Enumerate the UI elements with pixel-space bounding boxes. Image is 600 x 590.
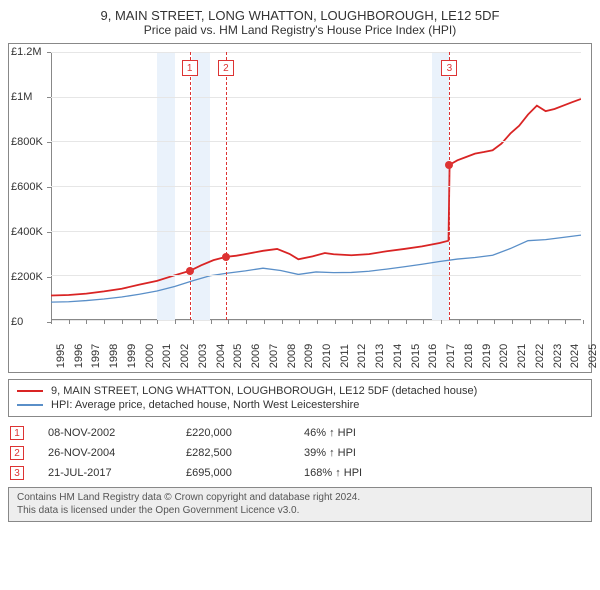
x-tick-label: 1996 [73, 344, 85, 368]
x-tick-label: 2010 [321, 344, 333, 368]
sale-vline [449, 52, 450, 320]
x-tick-label: 2023 [552, 344, 564, 368]
sale-point [222, 253, 230, 261]
x-tick-label: 2017 [445, 344, 457, 368]
x-tick-label: 2015 [410, 344, 422, 368]
page-subtitle: Price paid vs. HM Land Registry's House … [8, 23, 592, 37]
footer-line-1: Contains HM Land Registry data © Crown c… [17, 492, 583, 505]
sale-row: 1 08-NOV-2002 £220,000 46% ↑ HPI [8, 423, 592, 443]
legend-label: HPI: Average price, detached house, Nort… [51, 399, 359, 411]
y-tick-label: £0 [11, 316, 23, 328]
sale-marker: 1 [182, 60, 198, 76]
plot-area: 1 2 3 [51, 52, 581, 320]
x-tick-label: 2006 [250, 344, 262, 368]
sale-row-pct: 46% ↑ HPI [304, 427, 356, 439]
y-tick-label: £200K [11, 271, 43, 283]
x-tick-label: 2025 [587, 344, 599, 368]
legend-swatch [17, 390, 43, 392]
x-tick-label: 2012 [356, 344, 368, 368]
y-tick-label: £400K [11, 226, 43, 238]
sales-table: 1 08-NOV-2002 £220,000 46% ↑ HPI 2 26-NOV-200… [8, 423, 592, 483]
x-tick-label: 2003 [197, 344, 209, 368]
sale-row-pct: 39% ↑ HPI [304, 447, 356, 459]
sale-marker: 3 [441, 60, 457, 76]
legend-label: 9, MAIN STREET, LONG WHATTON, LOUGHBOROU… [51, 385, 477, 397]
sale-row-price: £695,000 [186, 467, 286, 479]
sale-row-price: £282,500 [186, 447, 286, 459]
footer: Contains HM Land Registry data © Crown c… [8, 487, 592, 522]
series-hpi [51, 235, 581, 302]
chart-container: 1 2 3 £0 £200K £400K £600K £800K £1M £1.2M 1995 19… [8, 43, 592, 373]
x-tick-label: 2007 [268, 344, 280, 368]
sale-row-date: 21-JUL-2017 [48, 467, 168, 479]
sale-row-marker: 1 [10, 426, 24, 440]
y-tick-label: £600K [11, 181, 43, 193]
sale-vline [190, 52, 191, 320]
sale-row-date: 26-NOV-2004 [48, 447, 168, 459]
sale-row-marker: 3 [10, 466, 24, 480]
y-tick-label: £1.2M [11, 46, 42, 58]
x-tick-label: 1995 [55, 344, 67, 368]
x-tick-label: 2004 [215, 344, 227, 368]
x-tick-label: 2011 [339, 344, 351, 368]
page-title: 9, MAIN STREET, LONG WHATTON, LOUGHBOROU… [8, 8, 592, 23]
legend: 9, MAIN STREET, LONG WHATTON, LOUGHBOROU… [8, 379, 592, 417]
sale-point [445, 161, 453, 169]
sale-row-pct: 168% ↑ HPI [304, 467, 362, 479]
x-tick-label: 1997 [90, 344, 102, 368]
y-tick-label: £1M [11, 91, 32, 103]
x-tick-label: 2013 [374, 344, 386, 368]
x-tick-label: 2018 [463, 344, 475, 368]
sale-row-date: 08-NOV-2002 [48, 427, 168, 439]
x-tick-label: 2002 [179, 344, 191, 368]
x-tick-label: 2016 [427, 344, 439, 368]
sale-marker: 2 [218, 60, 234, 76]
x-tick-label: 2008 [286, 344, 298, 368]
series-property [51, 99, 581, 296]
x-tick-label: 2014 [392, 344, 404, 368]
x-tick-label: 2009 [303, 344, 315, 368]
legend-swatch [17, 404, 43, 406]
x-tick-label: 1999 [126, 344, 138, 368]
footer-line-2: This data is licensed under the Open Gov… [17, 505, 583, 518]
x-tick-label: 1998 [108, 344, 120, 368]
x-tick-label: 2021 [516, 344, 528, 368]
sale-row: 2 26-NOV-2004 £282,500 39% ↑ HPI [8, 443, 592, 463]
legend-item: 9, MAIN STREET, LONG WHATTON, LOUGHBOROU… [17, 384, 583, 398]
x-tick-label: 2005 [232, 344, 244, 368]
y-tick-label: £800K [11, 136, 43, 148]
x-tick-label: 2019 [481, 344, 493, 368]
sale-point [186, 267, 194, 275]
sale-row-price: £220,000 [186, 427, 286, 439]
x-tick-label: 2022 [534, 344, 546, 368]
sale-row-marker: 2 [10, 446, 24, 460]
x-tick-label: 2000 [144, 344, 156, 368]
legend-item: HPI: Average price, detached house, Nort… [17, 398, 583, 412]
x-tick-label: 2024 [569, 344, 581, 368]
sale-vline [226, 52, 227, 320]
sale-row: 3 21-JUL-2017 £695,000 168% ↑ HPI [8, 463, 592, 483]
x-tick-label: 2020 [498, 344, 510, 368]
x-tick-label: 2001 [161, 344, 173, 368]
